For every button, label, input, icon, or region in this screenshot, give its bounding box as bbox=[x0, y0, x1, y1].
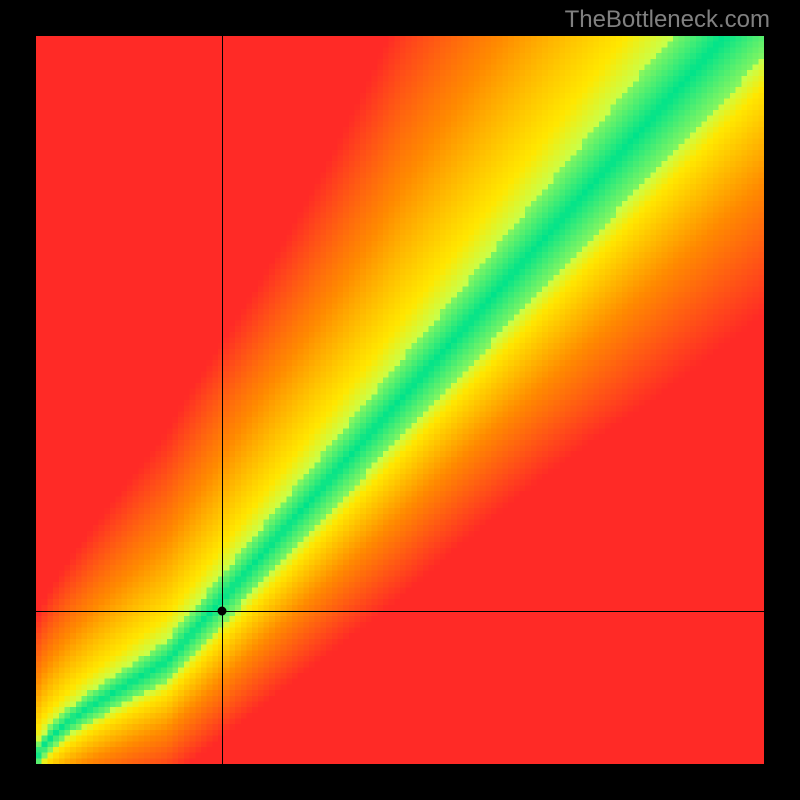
crosshair-horizontal bbox=[36, 611, 764, 612]
heatmap-canvas bbox=[36, 36, 764, 764]
watermark-text: TheBottleneck.com bbox=[565, 6, 770, 34]
crosshair-vertical bbox=[222, 36, 223, 764]
heatmap-plot bbox=[36, 36, 764, 764]
crosshair-marker bbox=[218, 607, 227, 616]
